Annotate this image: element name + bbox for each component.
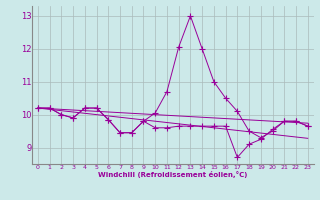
X-axis label: Windchill (Refroidissement éolien,°C): Windchill (Refroidissement éolien,°C) (98, 171, 247, 178)
